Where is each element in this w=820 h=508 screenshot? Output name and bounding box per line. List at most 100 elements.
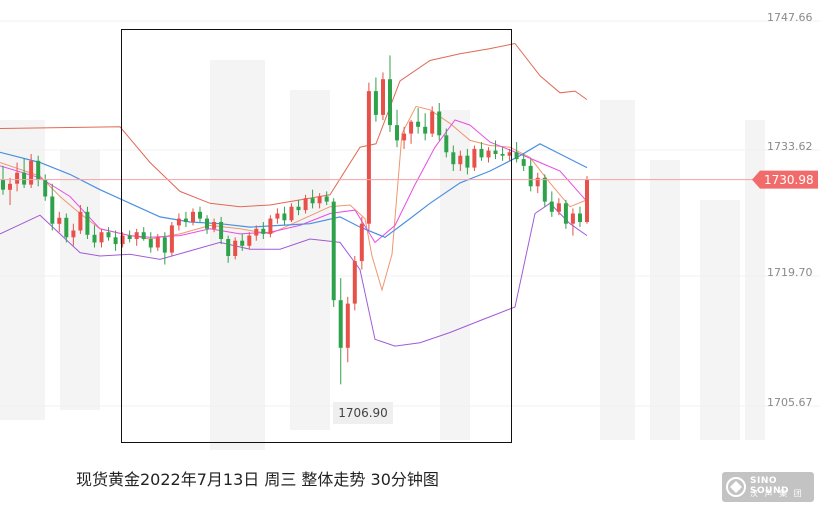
candle-body xyxy=(191,211,195,222)
candle-body xyxy=(233,240,238,256)
candle xyxy=(359,216,364,270)
candle xyxy=(388,55,392,132)
candle xyxy=(507,148,512,161)
y-tick-label: 1747.66 xyxy=(767,11,813,24)
candle xyxy=(247,232,252,250)
candle-body xyxy=(22,172,27,185)
candle-body xyxy=(521,159,526,166)
candle xyxy=(29,154,34,188)
candle xyxy=(282,206,287,226)
candle xyxy=(50,183,55,231)
candle-body xyxy=(99,232,104,243)
watermark-block xyxy=(600,100,635,440)
candle xyxy=(472,145,477,171)
watermark-block xyxy=(650,160,680,440)
candle xyxy=(226,235,231,263)
candle-body xyxy=(176,218,181,226)
candle xyxy=(563,199,568,229)
candle xyxy=(549,191,554,217)
candle-body xyxy=(395,125,399,141)
current-price-label: 1730.98 xyxy=(764,173,814,187)
candle-body xyxy=(289,206,294,221)
candle xyxy=(106,227,111,241)
candle xyxy=(183,211,188,228)
candle-body xyxy=(247,235,252,246)
candle xyxy=(535,172,540,194)
candle xyxy=(373,77,378,122)
candle xyxy=(458,150,463,171)
candle-body xyxy=(451,152,456,165)
candle-body xyxy=(388,79,392,126)
candle xyxy=(437,103,442,141)
candle xyxy=(528,159,533,192)
candle xyxy=(8,177,12,205)
candle-body xyxy=(205,218,209,229)
candle xyxy=(43,174,48,201)
watermark-block xyxy=(210,60,265,450)
candle-body xyxy=(78,211,83,231)
candle-body xyxy=(458,155,463,165)
y-tick-label: 1705.67 xyxy=(767,396,813,409)
candle-body xyxy=(585,179,589,222)
candle-body xyxy=(71,230,76,238)
candle xyxy=(212,218,217,233)
candle-body xyxy=(416,121,421,127)
candle-body xyxy=(85,211,90,235)
candle-body xyxy=(120,235,125,245)
candle-body xyxy=(169,225,174,253)
ma-blue-line xyxy=(0,143,588,238)
candle xyxy=(493,140,498,160)
candle xyxy=(395,109,399,148)
candle xyxy=(331,198,336,307)
candle xyxy=(36,155,41,187)
candle-body xyxy=(514,152,519,160)
candle-body xyxy=(465,155,470,168)
chart-title: 现货黄金2022年7月13日 周三 整体走势 30分钟图 xyxy=(76,470,439,489)
candle-body xyxy=(57,217,62,224)
overlay: 1730.98 1706.90 xyxy=(0,29,818,443)
candle-body xyxy=(29,160,34,185)
candle-body xyxy=(549,201,554,212)
candle xyxy=(64,213,69,243)
candle-body xyxy=(472,148,477,168)
candle-body xyxy=(352,261,357,304)
candle-body xyxy=(373,91,378,115)
candle-body xyxy=(359,223,364,262)
candle xyxy=(275,208,280,224)
candle xyxy=(317,193,322,209)
candle xyxy=(198,206,202,222)
candle xyxy=(366,82,371,231)
candle xyxy=(148,232,153,253)
candle xyxy=(465,148,470,175)
horizontal-guides: 1747.66 1733.62 1719.70 1705.67 xyxy=(0,11,820,409)
current-price-badge xyxy=(752,170,818,189)
candle-body xyxy=(500,154,505,156)
candle-body xyxy=(106,232,111,238)
candle-body xyxy=(310,198,315,204)
sino-sound-logo: SINO SOUND 汉 声 集 团 xyxy=(722,472,814,502)
candle xyxy=(409,120,414,144)
candle xyxy=(352,256,357,311)
candle xyxy=(191,208,195,226)
candle xyxy=(430,106,435,137)
candle-body xyxy=(430,111,435,134)
candle-body xyxy=(402,133,407,141)
candle-body xyxy=(134,232,139,239)
background-watermark xyxy=(0,60,765,450)
low-price-label: 1706.90 xyxy=(338,406,388,420)
candle-body xyxy=(331,201,336,301)
candle xyxy=(219,216,224,245)
candle xyxy=(345,296,350,363)
candle-body xyxy=(542,177,547,202)
candle-body xyxy=(296,206,301,211)
candle xyxy=(169,222,174,256)
candle-body xyxy=(563,203,568,224)
candle xyxy=(261,222,266,239)
candle-body xyxy=(479,148,484,158)
candle-body xyxy=(141,232,146,239)
candle xyxy=(1,165,5,195)
candle-body xyxy=(578,213,582,222)
candle xyxy=(310,189,315,209)
candle xyxy=(578,206,582,228)
